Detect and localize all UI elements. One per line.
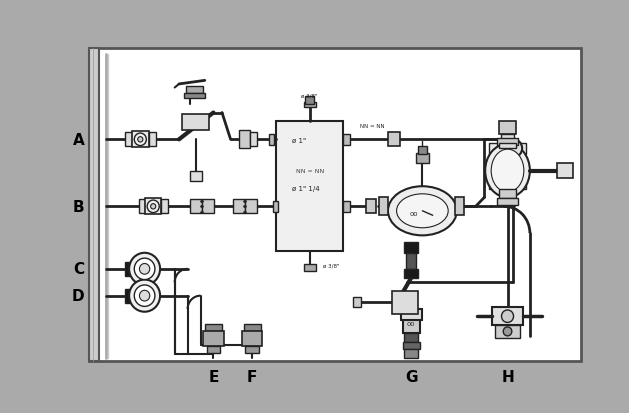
Circle shape (501, 310, 513, 323)
Bar (499, 122, 516, 135)
Text: ø 1": ø 1" (292, 137, 306, 143)
Bar (239, 131, 250, 149)
Bar (406, 253, 416, 269)
Bar (557, 164, 573, 178)
Text: ø 3/8": ø 3/8" (323, 263, 340, 268)
Circle shape (138, 137, 143, 142)
Bar (182, 115, 209, 131)
Bar (206, 346, 220, 353)
Bar (404, 269, 418, 278)
Text: F: F (247, 369, 257, 384)
Bar (145, 199, 161, 215)
Bar (497, 138, 518, 145)
Bar (403, 314, 420, 333)
Bar (353, 297, 361, 308)
Bar (416, 153, 429, 164)
Circle shape (147, 201, 159, 213)
Bar (161, 200, 168, 214)
Bar (392, 292, 418, 314)
Bar (343, 202, 350, 212)
Bar (499, 144, 516, 149)
Bar (233, 200, 245, 214)
Text: D: D (72, 288, 85, 304)
Ellipse shape (491, 150, 524, 192)
Circle shape (192, 173, 201, 182)
Bar (388, 133, 400, 147)
Text: oo: oo (409, 210, 418, 216)
Bar (404, 242, 418, 253)
Circle shape (129, 280, 160, 312)
Circle shape (134, 134, 147, 146)
Circle shape (140, 291, 150, 301)
Bar (404, 349, 418, 358)
Bar (496, 154, 520, 179)
Bar (276, 122, 343, 252)
Bar (242, 332, 262, 346)
Bar (304, 264, 316, 271)
Bar (418, 147, 426, 154)
Bar (501, 135, 515, 144)
Circle shape (505, 140, 522, 158)
Bar (492, 308, 523, 325)
Text: G: G (405, 369, 418, 384)
Bar (184, 94, 205, 99)
Circle shape (134, 259, 155, 280)
Circle shape (150, 204, 156, 209)
Bar (250, 133, 257, 147)
Bar (273, 202, 278, 212)
Ellipse shape (396, 195, 448, 228)
Bar (245, 200, 257, 214)
Text: NN = NN: NN = NN (296, 169, 324, 174)
Bar (343, 135, 350, 145)
Bar (269, 135, 274, 145)
Bar (186, 86, 203, 94)
Bar (149, 133, 156, 147)
Bar (245, 346, 259, 353)
Text: A: A (72, 133, 84, 147)
Circle shape (140, 264, 150, 275)
Bar (365, 200, 376, 214)
Bar (131, 132, 149, 148)
Circle shape (503, 327, 512, 336)
Bar (138, 200, 145, 214)
Bar (203, 332, 224, 346)
Bar (243, 325, 260, 332)
Bar (489, 144, 526, 154)
Bar (306, 97, 314, 104)
Text: NN = NN: NN = NN (360, 124, 385, 129)
Bar (496, 325, 520, 338)
Text: E: E (208, 369, 219, 384)
Bar (89, 49, 99, 361)
Bar (202, 200, 214, 214)
Bar (379, 198, 388, 216)
Bar (304, 102, 316, 108)
Bar (455, 198, 464, 216)
Circle shape (129, 253, 160, 285)
Bar (489, 179, 526, 190)
Text: ø 3/8": ø 3/8" (301, 93, 318, 98)
Text: H: H (501, 369, 514, 384)
Bar (404, 333, 418, 342)
Bar (497, 199, 518, 206)
Bar (125, 289, 133, 303)
Text: oo: oo (407, 320, 415, 327)
Bar (190, 200, 202, 214)
Ellipse shape (485, 145, 530, 198)
Text: ø 1" 1/4: ø 1" 1/4 (292, 186, 320, 192)
Text: B: B (72, 199, 84, 214)
Ellipse shape (388, 187, 457, 236)
Bar (190, 171, 202, 182)
Bar (499, 190, 516, 199)
Bar (125, 133, 131, 147)
Bar (205, 325, 222, 332)
Bar (401, 309, 421, 320)
Circle shape (134, 285, 155, 306)
Bar (125, 262, 133, 276)
Bar (403, 342, 420, 349)
Text: C: C (73, 262, 84, 277)
